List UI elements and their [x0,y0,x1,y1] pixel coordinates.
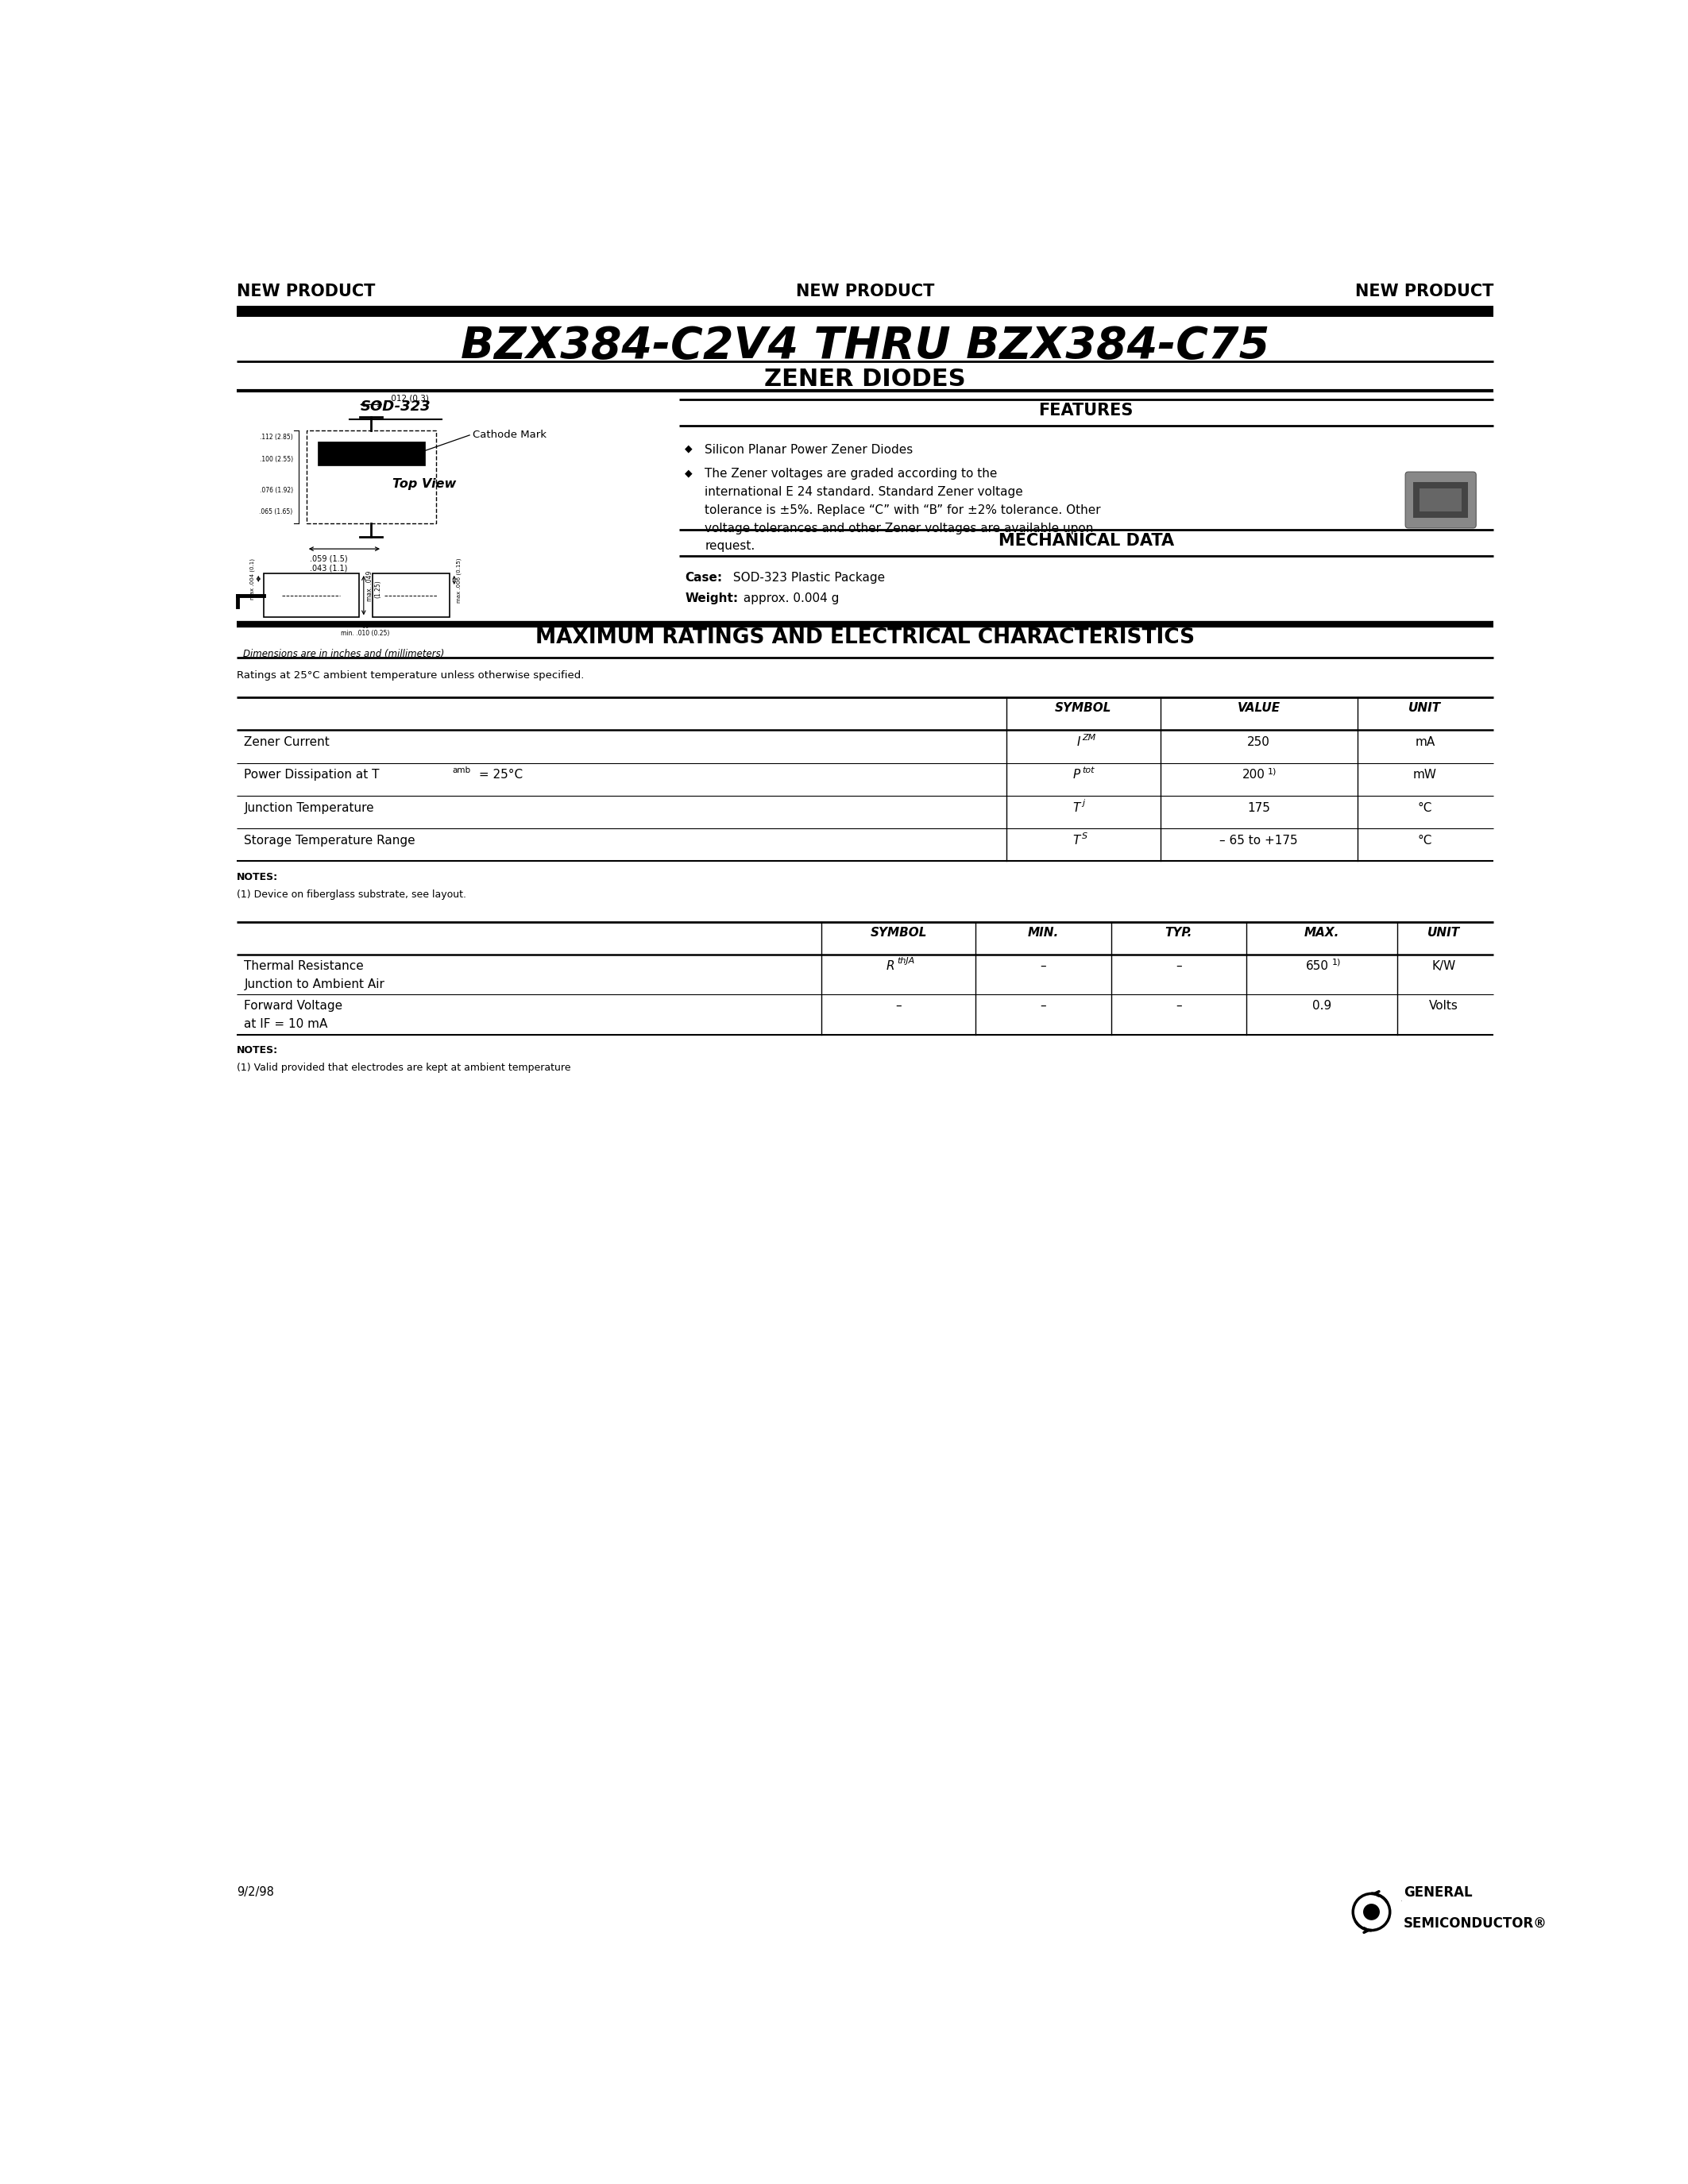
Text: international E 24 standard. Standard Zener voltage: international E 24 standard. Standard Ze… [704,487,1023,498]
Text: SOD-323: SOD-323 [361,400,430,415]
Text: Junction Temperature: Junction Temperature [245,802,375,815]
Text: T: T [1074,802,1080,815]
Text: (1.25): (1.25) [375,581,381,598]
Text: Thermal Resistance: Thermal Resistance [245,959,365,972]
Text: Dimensions are in inches and (millimeters): Dimensions are in inches and (millimeter… [243,649,444,660]
Text: amb: amb [452,767,471,775]
Text: °C: °C [1418,802,1433,815]
Text: UNIT: UNIT [1426,926,1460,939]
Text: 1): 1) [1332,959,1340,965]
Text: The Zener voltages are graded according to the: The Zener voltages are graded according … [704,467,998,480]
FancyBboxPatch shape [1406,472,1475,529]
Text: mW: mW [1413,769,1436,782]
Text: P: P [1074,769,1080,782]
Text: Forward Voltage: Forward Voltage [245,1000,343,1011]
Text: VALUE: VALUE [1237,703,1280,714]
Text: ◆: ◆ [685,467,692,478]
Text: 250: 250 [1247,736,1271,749]
Text: MAX.: MAX. [1305,926,1340,939]
Text: Zener Current: Zener Current [245,736,329,749]
Text: Power Dissipation at T: Power Dissipation at T [245,769,380,782]
Text: max .006 (0.15): max .006 (0.15) [457,557,463,603]
Text: Weight:: Weight: [685,592,738,605]
Text: 200: 200 [1242,769,1266,782]
Text: GENERAL: GENERAL [1403,1885,1472,1900]
Bar [317,441,425,465]
Text: Ratings at 25°C ambient temperature unless otherwise specified.: Ratings at 25°C ambient temperature unle… [236,670,584,679]
Text: (1) Device on fiberglass substrate, see layout.: (1) Device on fiberglass substrate, see … [236,889,466,900]
Text: .012 (0.3): .012 (0.3) [388,393,429,402]
Text: ZENER DIODES: ZENER DIODES [765,367,966,391]
Text: j: j [1082,799,1085,808]
Text: (1) Valid provided that electrodes are kept at ambient temperature: (1) Valid provided that electrodes are k… [236,1064,571,1072]
Text: .076 (1.92): .076 (1.92) [260,487,294,494]
Bar [1420,489,1462,511]
Text: .059 (1.5): .059 (1.5) [309,555,348,563]
Text: mA: mA [1415,736,1435,749]
Text: NEW PRODUCT: NEW PRODUCT [795,284,935,299]
Text: request.: request. [704,539,755,553]
Text: SEMICONDUCTOR®: SEMICONDUCTOR® [1403,1900,1546,1931]
Bar [1413,483,1469,518]
Text: Junction to Ambient Air: Junction to Ambient Air [245,978,385,989]
Text: –: – [1040,1000,1047,1011]
Text: NEW PRODUCT: NEW PRODUCT [236,284,375,299]
Text: max. .049: max. .049 [366,570,373,601]
Text: NEW PRODUCT: NEW PRODUCT [1355,284,1494,299]
Text: BZX384-C2V4 THRU BZX384-C75: BZX384-C2V4 THRU BZX384-C75 [461,325,1269,367]
Text: ZM: ZM [1082,734,1096,743]
Text: K/W: K/W [1431,959,1455,972]
Text: – 65 to +175: – 65 to +175 [1220,834,1298,847]
Text: 175: 175 [1247,802,1271,815]
Text: SYMBOL: SYMBOL [1055,703,1112,714]
Text: ◆: ◆ [685,443,692,454]
Text: FEATURES: FEATURES [1038,402,1134,419]
Text: Silicon Planar Power Zener Diodes: Silicon Planar Power Zener Diodes [704,443,913,456]
Text: 650: 650 [1305,959,1328,972]
Text: .043 (1.1): .043 (1.1) [309,563,348,572]
Bar [307,430,436,524]
Text: tolerance is ±5%. Replace “C” with “B” for ±2% tolerance. Other: tolerance is ±5%. Replace “C” with “B” f… [704,505,1101,515]
Text: –: – [1177,959,1182,972]
Text: MIN.: MIN. [1028,926,1058,939]
Text: min. .010 (0.25): min. .010 (0.25) [341,629,390,638]
Text: NOTES:: NOTES: [236,871,279,882]
Text: TYP.: TYP. [1165,926,1192,939]
Text: 0.9: 0.9 [1312,1000,1332,1011]
Text: MECHANICAL DATA: MECHANICAL DATA [998,533,1173,548]
Circle shape [1364,1904,1379,1920]
Text: UNIT: UNIT [1409,703,1442,714]
Text: .100 (2.55): .100 (2.55) [260,456,294,463]
Text: Cathode Mark: Cathode Mark [473,430,547,441]
Text: voltage tolerances and other Zener voltages are available upon: voltage tolerances and other Zener volta… [704,522,1094,535]
Text: –: – [896,1000,901,1011]
Text: .065 (1.65): .065 (1.65) [260,509,294,515]
Text: Top View: Top View [393,478,456,489]
Text: –: – [1177,1000,1182,1011]
Text: 9/2/98: 9/2/98 [236,1887,273,1898]
Text: SYMBOL: SYMBOL [871,926,927,939]
Text: .112 (2.85): .112 (2.85) [260,432,294,441]
Text: = 25°C: = 25°C [474,769,523,782]
Bar [373,574,449,618]
Text: R: R [886,959,895,972]
Text: °C: °C [1418,834,1433,847]
Text: Storage Temperature Range: Storage Temperature Range [245,834,415,847]
Bar [263,574,360,618]
Text: SOD-323 Plastic Package: SOD-323 Plastic Package [729,572,885,583]
Text: Case:: Case: [685,572,722,583]
Text: tot: tot [1082,767,1094,775]
Text: 1): 1) [1268,767,1278,775]
Text: approx. 0.004 g: approx. 0.004 g [739,592,839,605]
Text: max .004 (0.1): max .004 (0.1) [250,559,255,598]
Text: MAXIMUM RATINGS AND ELECTRICAL CHARACTERISTICS: MAXIMUM RATINGS AND ELECTRICAL CHARACTER… [535,627,1195,649]
Text: –: – [1040,959,1047,972]
Text: S: S [1082,832,1087,841]
Text: at IF = 10 mA: at IF = 10 mA [245,1018,327,1031]
Text: I: I [1077,736,1080,749]
Text: thJA: thJA [898,957,915,965]
Text: Volts: Volts [1428,1000,1458,1011]
Text: T: T [1074,834,1080,847]
Text: NOTES:: NOTES: [236,1046,279,1055]
